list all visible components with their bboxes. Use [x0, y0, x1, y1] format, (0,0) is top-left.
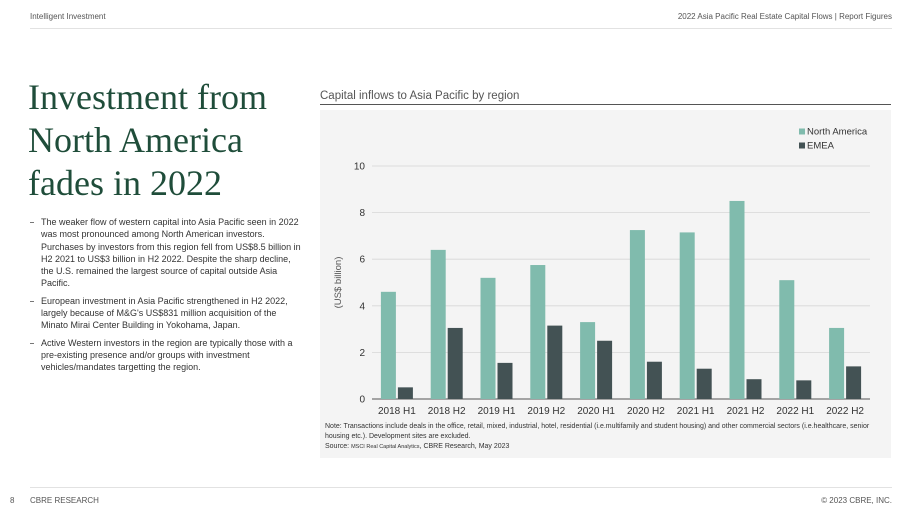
y-tick-label: 4 [359, 301, 365, 312]
bar-emea [547, 325, 563, 399]
bar-emea [696, 368, 712, 399]
bar-north-america [530, 265, 546, 399]
chart-title-underline [320, 104, 891, 105]
legend-swatch [799, 128, 805, 135]
bar-north-america [729, 200, 745, 399]
bullet-dash-icon [30, 342, 34, 344]
chart-panel [320, 110, 891, 458]
bar-emea [597, 340, 613, 399]
page-title: Investment from North America fades in 2… [28, 76, 308, 205]
bar-north-america [480, 277, 496, 399]
chart-note: Note: Transactions include deals in the … [325, 423, 870, 441]
bullet-list: The weaker flow of western capital into … [30, 216, 302, 379]
bar-emea [646, 361, 662, 399]
bullet-item: The weaker flow of western capital into … [30, 216, 302, 290]
source-label: Source: [325, 443, 352, 450]
bar-emea [397, 387, 413, 399]
legend-label: North America [807, 127, 868, 138]
bullet-dash-icon [30, 222, 34, 223]
x-tick-label: 2021 H2 [727, 406, 765, 417]
bullet-text: The weaker flow of western capital into … [41, 217, 301, 289]
x-tick-label: 2020 H2 [627, 406, 665, 417]
bar-emea [846, 366, 862, 399]
bar-north-america [629, 230, 645, 399]
footer-left-label: CBRE RESEARCH [30, 496, 99, 505]
x-tick-label: 2020 H1 [577, 406, 615, 417]
footer-copyright: © 2023 CBRE, INC. [821, 496, 892, 505]
bar-north-america [679, 232, 695, 399]
bar-north-america [380, 291, 396, 399]
x-tick-label: 2018 H2 [428, 406, 466, 417]
page-title-line: fades in 2022 [28, 163, 222, 203]
bar-north-america [580, 322, 596, 399]
y-axis-label: (US$ billion) [333, 257, 344, 309]
bar-emea [497, 362, 513, 399]
source-rest: , CBRE Research, May 2023 [419, 443, 510, 450]
x-tick-label: 2021 H1 [677, 406, 715, 417]
bar-north-america [779, 280, 795, 399]
y-tick-label: 8 [359, 208, 365, 219]
bullet-item: European investment in Asia Pacific stre… [30, 295, 302, 332]
page-title-line: Investment from [28, 77, 267, 117]
x-tick-label: 2019 H2 [527, 406, 565, 417]
y-tick-label: 6 [359, 255, 365, 266]
bar-north-america [829, 327, 845, 399]
legend-label: EMEA [807, 141, 835, 152]
bar-emea [746, 379, 762, 399]
bullet-text: Active Western investors in the region a… [41, 337, 293, 373]
page-title-line: North America [28, 120, 243, 160]
bar-chart: 0 2 4 6 8 10 (US$ billion) 2018 H1 2018 H2 2019 H… [333, 127, 870, 417]
header-left-label: Intelligent Investment [30, 12, 106, 21]
x-tick-label: 2022 H1 [776, 406, 814, 417]
chart-title: Capital inflows to Asia Pacific by regio… [320, 90, 520, 102]
bullet-text: European investment in Asia Pacific stre… [41, 295, 288, 331]
y-tick-label: 10 [354, 162, 366, 173]
header-right-label: 2022 Asia Pacific Real Estate Capital Fl… [677, 12, 892, 21]
bar-north-america [430, 249, 446, 399]
page-number: 8 [10, 496, 15, 505]
bullet-item: Active Western investors in the region a… [30, 337, 302, 374]
x-tick-label: 2019 H1 [478, 406, 516, 417]
bar-emea [796, 380, 812, 399]
y-tick-label: 2 [359, 348, 365, 359]
bar-emea [447, 327, 463, 399]
source-provider: MSCI Real Capital Analytics [351, 444, 420, 450]
header-divider [30, 28, 892, 29]
footer-divider [30, 487, 892, 488]
y-tick-label: 0 [359, 395, 365, 406]
x-tick-label: 2022 H2 [826, 406, 864, 417]
legend-swatch [799, 142, 805, 149]
bullet-dash-icon [30, 300, 34, 302]
chart-source: Source: MSCI Real Capital Analytics, CBR… [325, 443, 509, 450]
x-tick-label: 2018 H1 [378, 406, 416, 417]
